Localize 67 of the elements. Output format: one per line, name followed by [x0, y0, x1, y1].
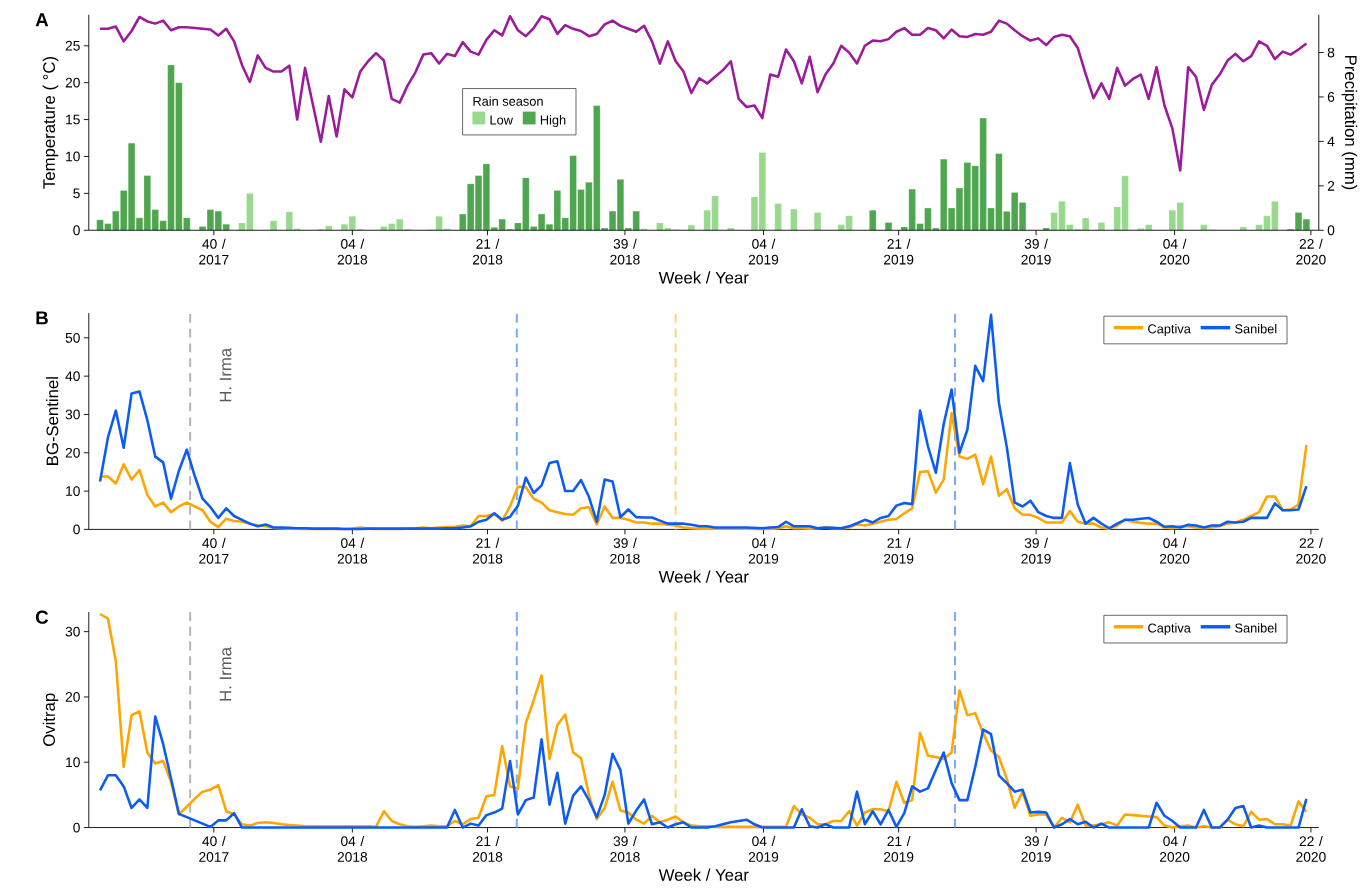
y-axis-title: BG-Sentinel — [46, 377, 59, 466]
y2-tick-label: 4 — [1327, 136, 1335, 147]
x-tick-label: 04 / 2018 — [337, 538, 368, 564]
legend-label: High — [540, 115, 566, 128]
x-tick-label: 40 / 2017 — [199, 836, 229, 863]
x-tick-label: 21 / 2019 — [884, 238, 914, 265]
y-axis-title: Ovitrap — [42, 693, 59, 747]
ref-line-label: H. Irma — [219, 348, 232, 402]
x-tick-label: 21 / 2018 — [472, 836, 503, 863]
x-tick-label: 04 / 2018 — [337, 238, 368, 265]
x-tick-label: 04 / 2019 — [748, 836, 779, 863]
x-tick-label: 22 / 2020 — [1296, 238, 1326, 265]
legend-label: Captiva — [1148, 324, 1191, 337]
x-tick-label: 39 / 2018 — [610, 836, 640, 863]
x-tick-label: 22 / 2020 — [1296, 836, 1326, 863]
y-tick-label: 40 — [65, 371, 80, 382]
x-tick-label: 40 / 2017 — [199, 538, 229, 564]
x-tick-label: 04 / 2019 — [748, 238, 779, 265]
y-tick-label: 10 — [66, 486, 80, 497]
chart-title: C — [35, 610, 49, 625]
y-tick-label: 50 — [65, 333, 80, 343]
y-tick-label: 10 — [66, 757, 80, 768]
y-tick-label: 0 — [73, 524, 80, 535]
legend-label: Sanibel — [1235, 324, 1277, 334]
x-tick-label: 04 / 2020 — [1159, 836, 1190, 863]
x-tick-label: 39 / 2018 — [610, 538, 640, 564]
legend-title: Rain season — [473, 96, 543, 107]
legend-label: Sanibel — [1235, 623, 1277, 633]
x-tick-label: 04 / 2020 — [1159, 538, 1190, 564]
x-tick-label: 04 / 2020 — [1159, 238, 1190, 265]
x-tick-label: 40 / 2017 — [199, 238, 229, 265]
x-tick-label: 21 / 2018 — [472, 238, 503, 265]
y2-tick-label: 6 — [1327, 92, 1335, 103]
x-tick-label: 21 / 2018 — [472, 538, 503, 564]
y-tick-label: 0 — [73, 225, 80, 236]
y-tick-label: 30 — [65, 626, 80, 637]
y-tick-label: 20 — [65, 448, 80, 458]
y-tick-label: 20 — [65, 77, 80, 88]
ref-line-label: H. Irma — [219, 647, 232, 701]
x-tick-label: 21 / 2019 — [884, 538, 914, 564]
y-tick-label: 0 — [73, 822, 80, 833]
y2-tick-label: 2 — [1327, 181, 1335, 191]
x-tick-label: 39 / 2018 — [610, 238, 640, 265]
chart-title: A — [35, 13, 49, 27]
y2-tick-label: 0 — [1327, 225, 1335, 236]
x-tick-label: 22 / 2020 — [1296, 538, 1326, 564]
y-tick-label: 20 — [65, 692, 80, 703]
y-axis-title: Temperature ( °C) — [42, 57, 59, 189]
x-tick-label: 04 / 2019 — [748, 538, 779, 564]
chart-title: B — [36, 311, 48, 325]
legend-label: Low — [490, 115, 513, 125]
y-tick-label: 30 — [65, 409, 80, 420]
x-tick-label: 39 / 2019 — [1021, 836, 1051, 863]
x-tick-label: 39 / 2019 — [1021, 238, 1051, 265]
legend-label: Captiva — [1148, 623, 1191, 636]
y2-axis-title: Precipitation (mm) — [1341, 56, 1358, 190]
x-tick-label: 39 / 2019 — [1021, 538, 1051, 564]
x-tick-label: 21 / 2019 — [884, 836, 914, 863]
x-tick-label: 04 / 2018 — [337, 836, 368, 863]
y-tick-label: 15 — [66, 114, 80, 125]
y-tick-label: 25 — [65, 41, 80, 51]
x-axis-title: Week / Year — [658, 570, 749, 583]
y-tick-label: 5 — [73, 188, 80, 199]
x-axis-title: Week / Year — [658, 271, 749, 284]
y-tick-label: 10 — [66, 151, 80, 162]
x-axis-title: Week / Year — [658, 868, 749, 882]
y2-tick-label: 8 — [1327, 47, 1335, 58]
